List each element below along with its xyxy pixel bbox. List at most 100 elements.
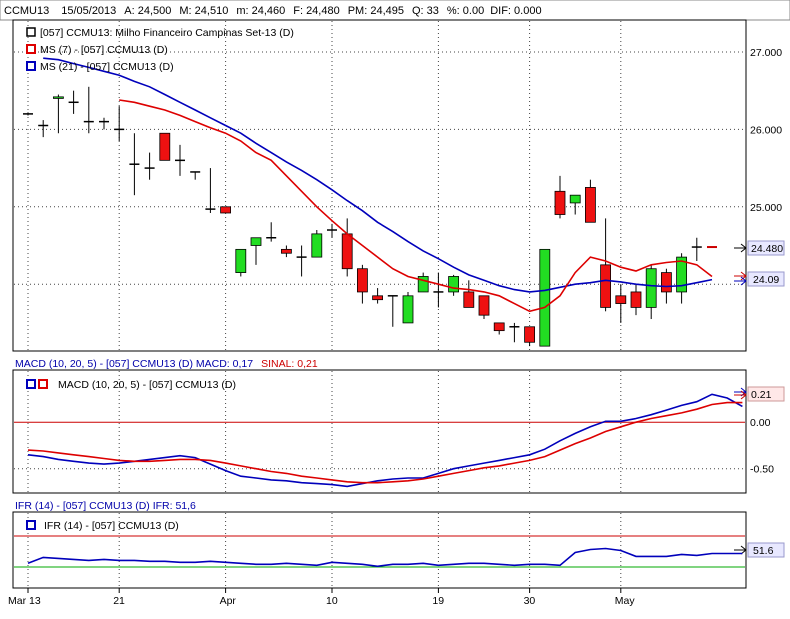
candle bbox=[387, 295, 398, 327]
candle-body bbox=[463, 291, 475, 308]
candle bbox=[266, 222, 277, 242]
ifr-panel[interactable]: IFR (14) - [057] CCMU13 (D) IFR: 51,6 IF… bbox=[12, 500, 785, 589]
candle bbox=[23, 112, 33, 116]
candle-body bbox=[539, 248, 551, 347]
candle bbox=[83, 86, 94, 134]
ifr-marker-label: 51.6 bbox=[753, 545, 774, 557]
candle bbox=[615, 284, 627, 323]
candle bbox=[569, 194, 581, 215]
candle-body bbox=[53, 96, 64, 99]
legend-macd: MACD (10, 20, 5) - [057] CCMU13 (D) bbox=[58, 379, 236, 391]
candle-body bbox=[356, 268, 368, 293]
ma21-line bbox=[43, 57, 713, 293]
candle-body bbox=[478, 295, 490, 316]
legend-swatch-ma7 bbox=[26, 44, 36, 54]
close-price-label: 24.480 bbox=[751, 243, 783, 255]
candle bbox=[554, 175, 566, 219]
candle bbox=[539, 248, 551, 347]
ifr-marker: 51.6 bbox=[747, 542, 785, 558]
macd-line bbox=[27, 393, 743, 488]
price-grid bbox=[14, 21, 745, 350]
macd-title: MACD (10, 20, 5) - [057] CCMU13 (D) MACD… bbox=[15, 358, 318, 370]
candle bbox=[645, 264, 657, 320]
price-tick-label: 26.000 bbox=[750, 124, 782, 136]
candle bbox=[585, 179, 596, 223]
candle bbox=[68, 90, 79, 114]
candle bbox=[159, 132, 171, 161]
header-dif: DIF: 0.000 bbox=[490, 5, 541, 17]
ma7-line bbox=[119, 99, 713, 313]
candle bbox=[630, 284, 642, 316]
candle bbox=[493, 322, 505, 335]
header-text: CCMU13 15/05/2013 A: 24,500 M: 24,510 m: 24,… bbox=[4, 5, 542, 17]
candle bbox=[433, 272, 444, 308]
legend-swatch-ifr bbox=[26, 520, 36, 530]
close-arrow bbox=[734, 243, 747, 253]
macd-tick-label: -0.50 bbox=[750, 464, 774, 476]
price-legend: [057] CCMU13: Milho Financeiro Campinas … bbox=[26, 27, 294, 73]
candle-body bbox=[569, 194, 581, 204]
candle-body bbox=[311, 233, 323, 258]
ifr-line bbox=[27, 547, 743, 568]
legend-price: [057] CCMU13: Milho Financeiro Campinas … bbox=[40, 27, 294, 39]
candle bbox=[250, 237, 262, 265]
candle-body bbox=[493, 322, 505, 332]
ma-price-label: 24.09 bbox=[753, 274, 779, 286]
legend-ifr: IFR (14) - [057] CCMU13 (D) bbox=[44, 520, 179, 532]
macd-y-axis: 0.00 -0.50 bbox=[734, 387, 774, 476]
candle-body bbox=[341, 233, 353, 270]
legend-swatch-macd bbox=[26, 379, 36, 389]
candle-body bbox=[585, 187, 596, 223]
candle-body bbox=[676, 256, 687, 293]
candle bbox=[402, 291, 414, 324]
candle bbox=[53, 94, 64, 134]
candle bbox=[509, 322, 520, 343]
x-tick-label: 19 bbox=[432, 595, 444, 607]
ma21-arrow bbox=[734, 276, 747, 286]
header-open: A: 24,500 bbox=[124, 5, 171, 17]
header-qty: Q: 33 bbox=[412, 5, 439, 17]
candle-body bbox=[417, 276, 429, 293]
candle-body bbox=[554, 190, 566, 215]
price-tick-label: 27.000 bbox=[750, 47, 782, 59]
candle-body bbox=[448, 276, 460, 293]
ifr-legend: IFR (14) - [057] CCMU13 (D) bbox=[26, 520, 179, 532]
candle bbox=[99, 117, 109, 130]
header-date: 15/05/2013 bbox=[61, 5, 116, 17]
ma-price-marker: 24.09 bbox=[747, 271, 785, 287]
price-tick-label: 25.000 bbox=[750, 202, 782, 214]
legend-swatch-price bbox=[26, 27, 36, 37]
header-pct: %: 0.00 bbox=[447, 5, 484, 17]
x-tick-label: Apr bbox=[220, 595, 237, 607]
candle-body bbox=[524, 326, 535, 343]
ifr-arrow bbox=[734, 545, 747, 555]
macd-tick-label: 0.00 bbox=[750, 417, 771, 429]
ifr-title: IFR (14) - [057] CCMU13 (D) IFR: 51,6 bbox=[15, 500, 196, 512]
candle bbox=[448, 274, 460, 296]
x-tick-label: May bbox=[615, 595, 636, 607]
candle bbox=[372, 288, 384, 304]
macd-legend: MACD (10, 20, 5) - [057] CCMU13 (D) bbox=[26, 379, 236, 391]
header-close: F: 24,480 bbox=[293, 5, 339, 17]
price-panel[interactable]: 27.000 26.000 25.000 [057] CCMU13: Milho F… bbox=[12, 19, 785, 352]
close-price-marker: 24.480 bbox=[747, 240, 785, 256]
candle bbox=[463, 280, 475, 308]
header-low: m: 24,460 bbox=[236, 5, 285, 17]
legend-ma7: MS (7) - [057] CCMU13 (D) bbox=[40, 44, 168, 56]
candle-body bbox=[235, 248, 247, 273]
candle bbox=[114, 106, 125, 141]
macd-title-value: MACD (10, 20, 5) - [057] CCMU13 (D) MACD… bbox=[15, 358, 253, 370]
candle-body bbox=[402, 295, 414, 324]
price-candles bbox=[23, 86, 717, 347]
signal-arrow bbox=[734, 390, 747, 400]
candle bbox=[175, 144, 185, 176]
candle bbox=[600, 218, 611, 312]
candle bbox=[190, 171, 201, 180]
candle-body bbox=[372, 295, 384, 301]
candle-body bbox=[220, 206, 232, 214]
candle-body bbox=[600, 264, 611, 308]
candle bbox=[220, 206, 232, 214]
macd-panel[interactable]: MACD (10, 20, 5) - [057] CCMU13 (D) MACD… bbox=[12, 358, 785, 494]
